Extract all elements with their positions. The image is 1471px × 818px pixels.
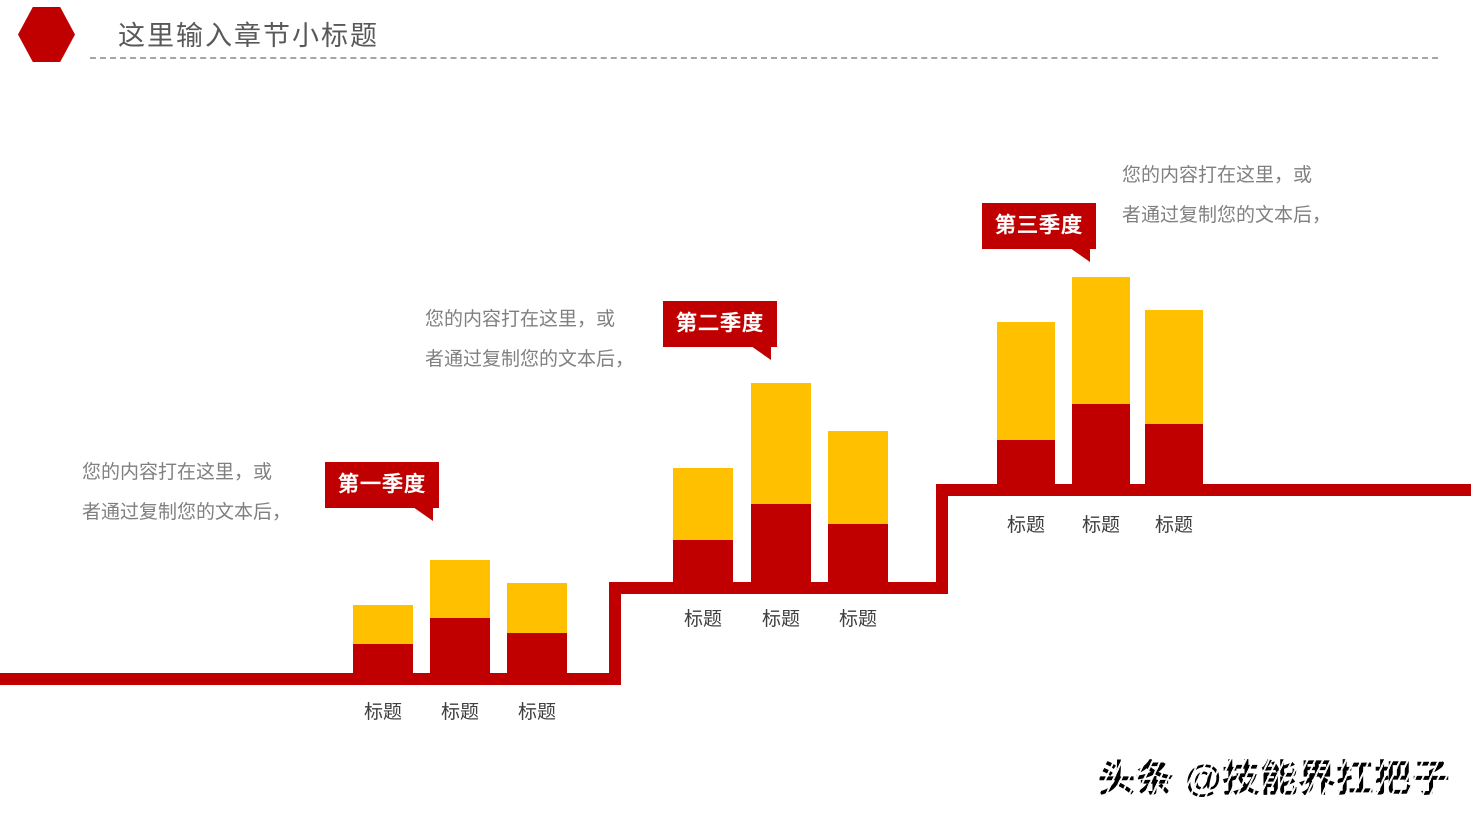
stacked-bar (507, 583, 567, 673)
description-line: 者通过复制您的文本后， (425, 349, 635, 370)
description-line: 您的内容打在这里，或 (1122, 165, 1313, 186)
description-block: 您的内容打在这里，或 者通过复制您的文本后， (1122, 156, 1331, 236)
bar-segment-red (673, 540, 733, 582)
timeline-riser-q1-q2 (609, 582, 621, 685)
watermark-text: 头条 @技能界扛把子 (1098, 748, 1451, 802)
timeline-step-q2-baseline (609, 582, 948, 594)
stacked-bar (751, 383, 811, 582)
stacked-bar (1072, 277, 1130, 484)
quarter-badge-3: 第三季度 (982, 203, 1096, 262)
bar-segment-yellow (751, 383, 811, 504)
description-line: 您的内容打在这里，或 (425, 309, 616, 330)
header-dashed-divider (90, 57, 1438, 59)
stacked-bar (828, 431, 888, 582)
timeline-riser-q2-q3 (936, 484, 948, 594)
quarter-badge-1: 第一季度 (325, 462, 439, 521)
description-block: 您的内容打在这里，或 者通过复制您的文本后， (425, 300, 634, 380)
bar-label: 标题 (838, 609, 878, 630)
page-title: 这里输入章节小标题 (118, 21, 379, 51)
bar-segment-red (828, 524, 888, 582)
badge-pointer-icon (751, 346, 771, 360)
bar-segment-yellow (997, 322, 1055, 440)
quarter-badge-2: 第二季度 (663, 301, 777, 360)
bar-segment-red (430, 618, 490, 673)
bar-segment-yellow (1145, 310, 1203, 424)
description-line: 者通过复制您的文本后， (1122, 205, 1332, 226)
bar-segment-red (1072, 404, 1130, 484)
timeline-step-q3-baseline (936, 484, 1471, 496)
bar-label: 标题 (1081, 515, 1121, 536)
stacked-bar (997, 322, 1055, 484)
bar-segment-red (507, 633, 567, 673)
bar-segment-red (1145, 424, 1203, 484)
bar-segment-yellow (507, 583, 567, 633)
bar-segment-red (997, 440, 1055, 484)
bar-segment-yellow (353, 605, 413, 644)
bar-label: 标题 (1006, 515, 1046, 536)
stacked-bar (1145, 310, 1203, 484)
bar-label: 标题 (761, 609, 801, 630)
bar-segment-red (751, 504, 811, 582)
bar-label: 标题 (1154, 515, 1194, 536)
stacked-bar (673, 468, 733, 582)
bar-segment-red (353, 644, 413, 673)
bar-segment-yellow (828, 431, 888, 524)
timeline-step-q1-baseline (0, 673, 621, 685)
description-line: 您的内容打在这里，或 (82, 462, 273, 483)
bar-label: 标题 (517, 702, 557, 723)
bar-segment-yellow (1072, 277, 1130, 404)
bar-label: 标题 (683, 609, 723, 630)
hexagon-bullet-icon (18, 7, 75, 62)
description-line: 者通过复制您的文本后， (82, 502, 292, 523)
bar-segment-yellow (673, 468, 733, 540)
description-block: 您的内容打在这里，或 者通过复制您的文本后， (82, 453, 291, 533)
badge-pointer-icon (1070, 248, 1090, 262)
badge-pointer-icon (413, 507, 433, 521)
bar-label: 标题 (363, 702, 403, 723)
stacked-bar (430, 560, 490, 673)
stacked-bar (353, 605, 413, 673)
bar-label: 标题 (440, 702, 480, 723)
bar-segment-yellow (430, 560, 490, 618)
